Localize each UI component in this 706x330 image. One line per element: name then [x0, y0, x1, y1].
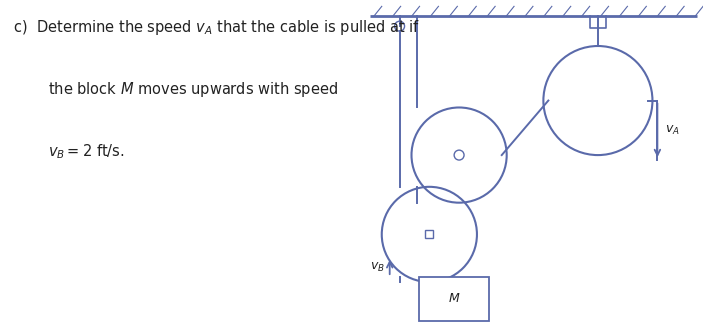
- Bar: [419, 277, 489, 321]
- Text: the block $M$ moves upwards with speed: the block $M$ moves upwards with speed: [49, 80, 338, 99]
- Text: $v_B$: $v_B$: [370, 261, 385, 274]
- Text: c)  Determine the speed $v_A$ that the cable is pulled at if: c) Determine the speed $v_A$ that the ca…: [13, 18, 421, 37]
- Text: $v_B = 2$ ft/s.: $v_B = 2$ ft/s.: [49, 142, 125, 161]
- Text: $M$: $M$: [448, 292, 460, 305]
- Bar: [426, 230, 433, 238]
- Text: $v_A$: $v_A$: [665, 124, 680, 137]
